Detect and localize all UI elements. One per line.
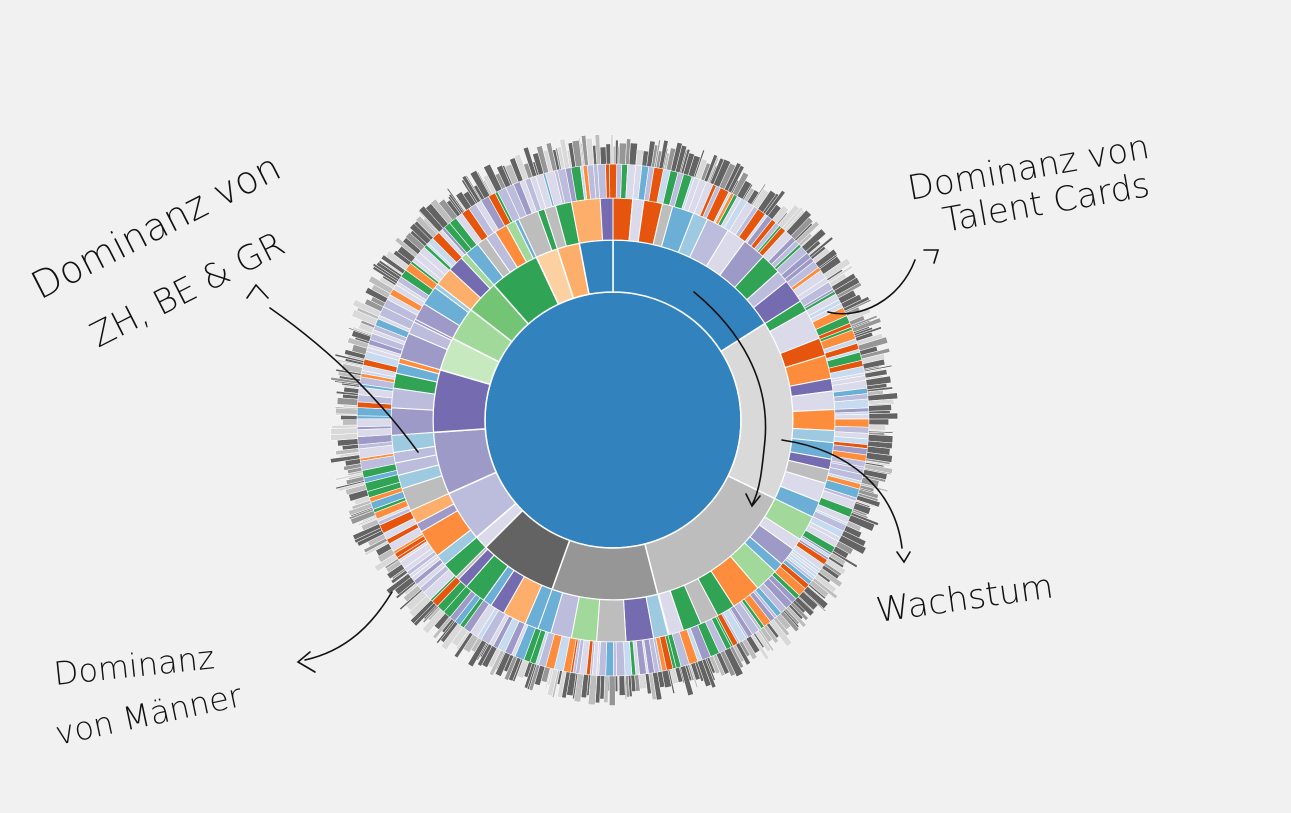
ring3-segment [615, 641, 626, 677]
ring3-segment [613, 641, 617, 677]
ring3-segment [605, 641, 614, 677]
arrow-growth-1-head [745, 493, 761, 508]
arrow-growth-1 [693, 291, 767, 506]
ring4-segment [342, 419, 358, 426]
ring2-segment [390, 407, 434, 436]
ring4-segment [331, 424, 358, 429]
ring4-segment [618, 142, 627, 165]
annotation-men-line1: Dominanz [52, 638, 216, 693]
ring1-segment [551, 539, 659, 601]
arrow-growth-2-head [896, 551, 911, 564]
ring4-segment [614, 675, 619, 692]
ring2-segment [596, 598, 627, 643]
ring2-segment [599, 197, 614, 241]
ring4-segment [609, 675, 616, 706]
ring4-segment [618, 675, 626, 696]
ring4-segment [599, 146, 607, 165]
sunburst-center [484, 291, 742, 549]
ring4-segment [340, 415, 358, 420]
ring3-segment [834, 418, 870, 428]
ring4-segment [868, 412, 898, 420]
ring4-segment [330, 427, 358, 435]
ring3-segment [834, 413, 870, 420]
ring4-segment [868, 418, 889, 426]
sunburst-rings [330, 134, 898, 706]
arrow-zh-be-gr-head [246, 283, 269, 299]
ring4-segment [610, 134, 614, 165]
annotation-arrows [246, 249, 940, 673]
ring3-segment [356, 418, 392, 428]
annotation-growth: Wachstum [874, 566, 1056, 630]
ring4-segment [605, 143, 611, 165]
arrow-talent-cards [827, 259, 916, 315]
ring3-segment [609, 163, 617, 199]
ring4-segment [868, 424, 886, 431]
arrow-talent-cards-head [923, 249, 940, 264]
arrow-men [304, 591, 393, 661]
arrow-growth-2 [781, 439, 903, 549]
arrow-zh-be-gr [269, 307, 419, 453]
arrow-men-head [296, 651, 316, 673]
ring4-segment [868, 404, 892, 412]
ring2-segment [792, 409, 836, 432]
